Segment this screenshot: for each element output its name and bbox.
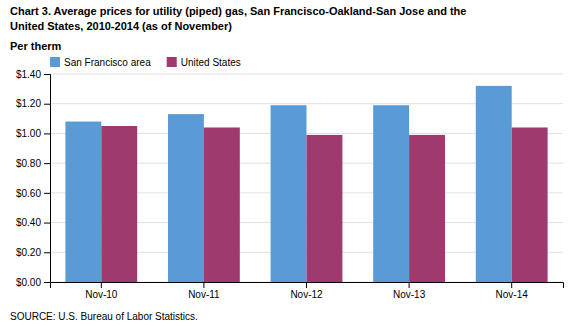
bar [476,86,512,282]
y-tick-mark [44,282,50,283]
y-tick-mark [44,104,50,105]
x-tick-mark [511,282,512,288]
bar-series [65,86,511,282]
grid [50,74,563,282]
y-axis-label: Per therm [10,40,62,52]
bars [65,86,547,282]
y-axis: $0.00 $0.20 $0.40 $0.60 $0.80 $1.00 $1.20 $1.40 [16,69,51,288]
bar [65,122,101,282]
legend-swatch [50,57,60,67]
plot-area: $0.00 $0.20 $0.40 $0.60 $0.80 $1.00 $1.20 $1.40… [16,69,564,300]
bar [204,127,240,282]
x-tick: Nov-14 [496,282,529,300]
bar [409,135,445,282]
legend-item: United States [167,57,241,68]
y-tick-label: $1.40 [16,69,41,80]
y-tick-mark [44,74,50,75]
x-tick-label: Nov-12 [290,289,323,300]
y-axis-line [44,75,51,283]
x-tick-mark [203,282,204,288]
y-tick-mark [44,163,50,164]
y-tick-label: $0.00 [16,277,41,288]
y-tick-mark [44,223,50,224]
x-tick-mark [306,282,307,288]
x-tick-mark [409,282,410,288]
bar [168,114,204,282]
y-tick-mark [44,193,50,194]
x-tick-label: Nov-11 [188,289,220,300]
y-tick-label: $0.20 [16,247,41,258]
y-tick-label: $0.40 [16,217,41,228]
y-tick: $0.40 [16,217,50,228]
y-tick: $0.80 [16,158,50,169]
bar [373,105,409,282]
legend-label: United States [181,57,241,68]
y-tick: $1.20 [16,98,50,109]
bar [307,135,343,282]
legend-item: San Francisco area [50,57,151,68]
bar [101,126,137,282]
bar [512,127,548,282]
x-tick-label: Nov-14 [496,289,529,300]
chart: Chart 3. Average prices for utility (pip… [0,0,579,326]
subtitle: United States, 2010-2014 (as of November… [10,20,232,32]
x-axis: Nov-10 Nov-11 Nov-12 Nov-13 Nov-14 [51,282,564,300]
y-tick: $0.60 [16,188,50,199]
legend-label: San Francisco area [64,57,151,68]
y-tick-label: $0.60 [16,188,41,199]
y-tick: $1.00 [16,128,50,139]
y-tick-mark [44,252,50,253]
x-tick: Nov-12 [290,282,323,300]
x-tick: Nov-11 [188,282,220,300]
x-tick: Nov-13 [393,282,426,300]
x-tick: Nov-10 [85,282,118,300]
bar [271,105,307,282]
y-tick: $0.20 [16,247,50,258]
y-tick-label: $0.80 [16,158,41,169]
y-tick-label: $1.00 [16,128,41,139]
y-tick: $1.40 [16,69,50,80]
x-axis-line [51,283,564,289]
source-note: SOURCE: U.S. Bureau of Labor Statistics. [10,311,198,322]
x-tick-mark [101,282,102,288]
title: Chart 3. Average prices for utility (pip… [10,5,466,17]
legend: San Francisco area United States [50,57,241,68]
y-tick-mark [44,133,50,134]
x-tick-label: Nov-13 [393,289,426,300]
y-tick-label: $1.20 [16,98,41,109]
grid-line [50,74,563,75]
bar-series [101,126,547,282]
legend-swatch [167,57,177,67]
y-tick: $0.00 [16,277,50,288]
x-tick-label: Nov-10 [85,289,118,300]
